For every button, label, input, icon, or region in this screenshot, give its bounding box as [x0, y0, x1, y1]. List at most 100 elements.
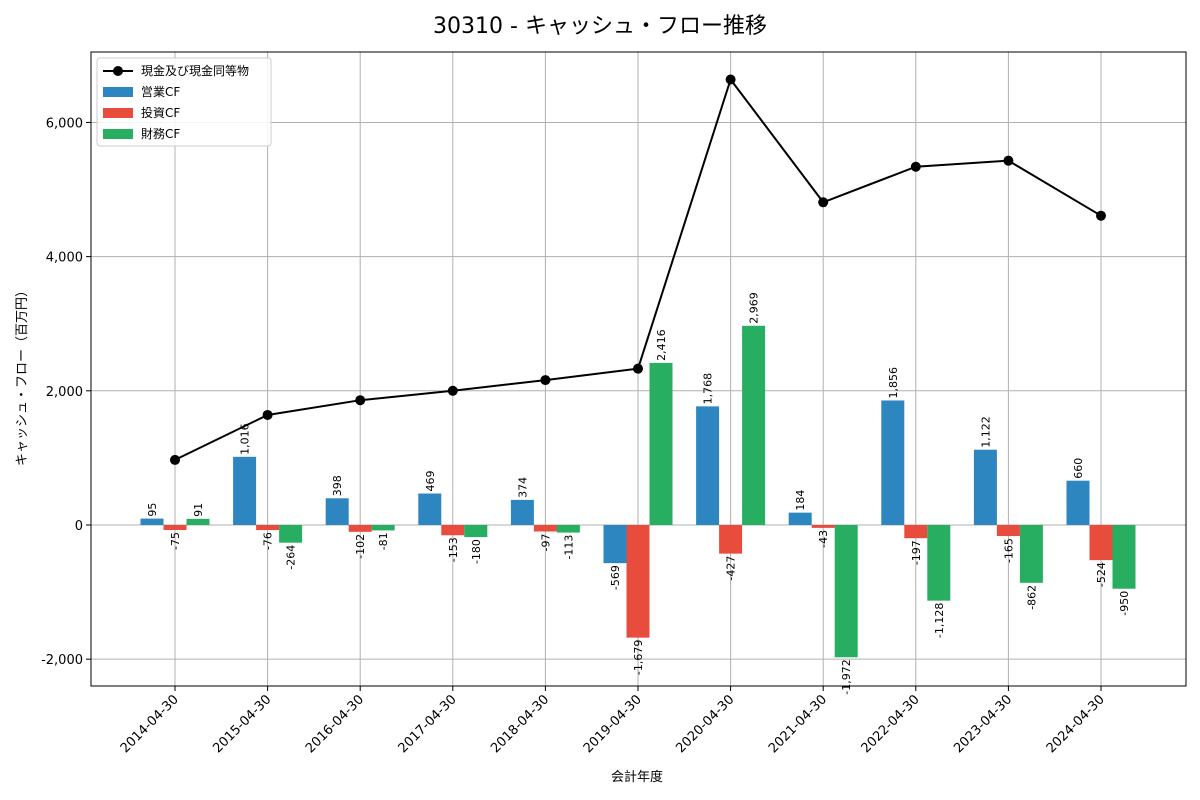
bar-value-label: 2,416	[655, 329, 668, 361]
bar-財務CF	[649, 362, 673, 525]
bar-財務CF	[927, 524, 951, 601]
y-tick-label: 6,000	[46, 116, 83, 131]
bar-value-label: 398	[331, 475, 344, 496]
bar-value-label: 2,969	[748, 292, 761, 324]
bar-value-label: 91	[192, 503, 205, 517]
bar-value-label: -76	[262, 532, 275, 550]
y-tick-label: -2,000	[41, 653, 83, 668]
x-tick-label: 2019-04-30	[581, 692, 645, 756]
bar-営業CF	[1066, 480, 1090, 525]
bar-投資CF	[719, 524, 743, 554]
bar-財務CF	[834, 524, 858, 658]
bar-value-label: -113	[562, 535, 575, 560]
x-axis-label: 会計年度	[611, 769, 663, 785]
cash-equivalents-point	[447, 385, 458, 396]
bar-value-label: -1,972	[840, 659, 853, 694]
bar-営業CF	[973, 449, 997, 525]
bar-営業CF	[325, 498, 349, 525]
legend-entry-label: 財務CF	[141, 126, 180, 141]
bar-営業CF	[788, 512, 812, 525]
bar-value-label: -524	[1095, 562, 1108, 587]
y-tick-label: 0	[75, 519, 83, 534]
bar-value-label: 1,122	[979, 416, 992, 448]
x-tick-label: 2017-04-30	[396, 692, 460, 756]
bar-value-label: -1,679	[632, 640, 645, 675]
cash-equivalents-point	[1003, 155, 1014, 166]
bar-財務CF	[742, 325, 766, 525]
bar-value-label: 95	[146, 503, 159, 517]
bar-value-label: 374	[516, 477, 529, 498]
bar-投資CF	[441, 524, 465, 536]
bar-営業CF	[881, 400, 905, 525]
bar-value-label: -427	[725, 556, 738, 581]
bar-営業CF	[140, 518, 164, 525]
cash-equivalents-point	[1096, 210, 1106, 221]
x-tick-label: 2021-04-30	[766, 692, 830, 756]
bar-value-label: -97	[539, 533, 552, 551]
bar-財務CF	[1019, 524, 1043, 583]
y-tick-label: 4,000	[46, 251, 83, 266]
grid-layer	[91, 52, 1186, 686]
bar-投資CF	[811, 524, 835, 528]
cash-equivalents-point	[910, 161, 921, 172]
cash-equivalents-point	[540, 375, 551, 386]
bar-value-label: -81	[377, 532, 390, 550]
bar-財務CF	[464, 524, 488, 538]
x-tick-label: 2020-04-30	[673, 692, 737, 756]
legend-bar-swatch	[103, 87, 133, 97]
data-labels-layer: 95 1,016 398 469 374 -569 1,768 184 1,856 1,122 66…	[146, 292, 1131, 694]
bar-value-label: -43	[817, 530, 830, 548]
ticks-layer: -2,000 0 2,000 4,000 6,000 2014-04-30 2015-04-…	[41, 116, 1108, 756]
bar-value-label: -165	[1002, 538, 1015, 563]
x-tick-label: 2015-04-30	[210, 692, 274, 756]
cash-equivalents-point	[633, 363, 643, 374]
bar-value-label: -197	[910, 540, 923, 565]
y-axis-label: キャッシュ・フロー（百万円）	[15, 284, 30, 466]
bar-投資CF	[163, 524, 187, 531]
x-tick-label: 2023-04-30	[951, 692, 1015, 756]
bar-value-label: -75	[169, 532, 182, 550]
cash-equivalents-point	[170, 454, 180, 465]
y-tick-label: 2,000	[46, 385, 83, 400]
bar-財務CF	[1112, 524, 1136, 589]
bar-value-label: -1,128	[933, 603, 946, 638]
bar-value-label: -569	[609, 565, 622, 590]
legend-box	[96, 57, 272, 147]
cash-equivalents-point	[355, 395, 366, 406]
bar-投資CF	[626, 524, 650, 638]
bar-営業CF	[233, 456, 257, 525]
legend-entry-label: 投資CF	[141, 105, 180, 120]
bar-投資CF	[904, 524, 928, 539]
bar-営業CF	[603, 524, 627, 564]
bar-value-label: 469	[424, 471, 437, 492]
bar-value-label: -180	[470, 539, 483, 564]
line-layer	[170, 74, 1106, 465]
legend-bar-swatch	[103, 108, 133, 118]
bar-財務CF	[556, 524, 580, 533]
bar-value-label: 660	[1072, 458, 1085, 479]
legend-marker-swatch	[113, 66, 123, 76]
bar-value-label: -102	[354, 534, 367, 559]
bar-投資CF	[348, 524, 372, 532]
bars-layer	[140, 325, 1136, 658]
bar-営業CF	[696, 406, 720, 525]
bar-投資CF	[1089, 524, 1113, 561]
chart-title: 30310 - キャッシュ・フロー推移	[433, 14, 767, 39]
bar-財務CF	[371, 524, 395, 531]
bar-投資CF	[533, 524, 557, 532]
legend-entry-label: 現金及び現金同等物	[141, 63, 249, 78]
cash-equivalents-point	[725, 74, 736, 85]
bar-投資CF	[256, 524, 280, 531]
x-tick-label: 2024-04-30	[1044, 692, 1108, 756]
bar-value-label: -862	[1025, 585, 1038, 610]
bar-財務CF	[279, 524, 303, 543]
x-tick-label: 2022-04-30	[859, 692, 923, 756]
bar-value-label: 184	[794, 490, 807, 511]
cash-equivalents-point	[818, 197, 829, 208]
bar-value-label: 1,856	[887, 367, 900, 399]
bar-営業CF	[418, 493, 442, 525]
legend-entry-label: 営業CF	[141, 85, 180, 99]
bar-value-label: 1,016	[239, 423, 252, 455]
